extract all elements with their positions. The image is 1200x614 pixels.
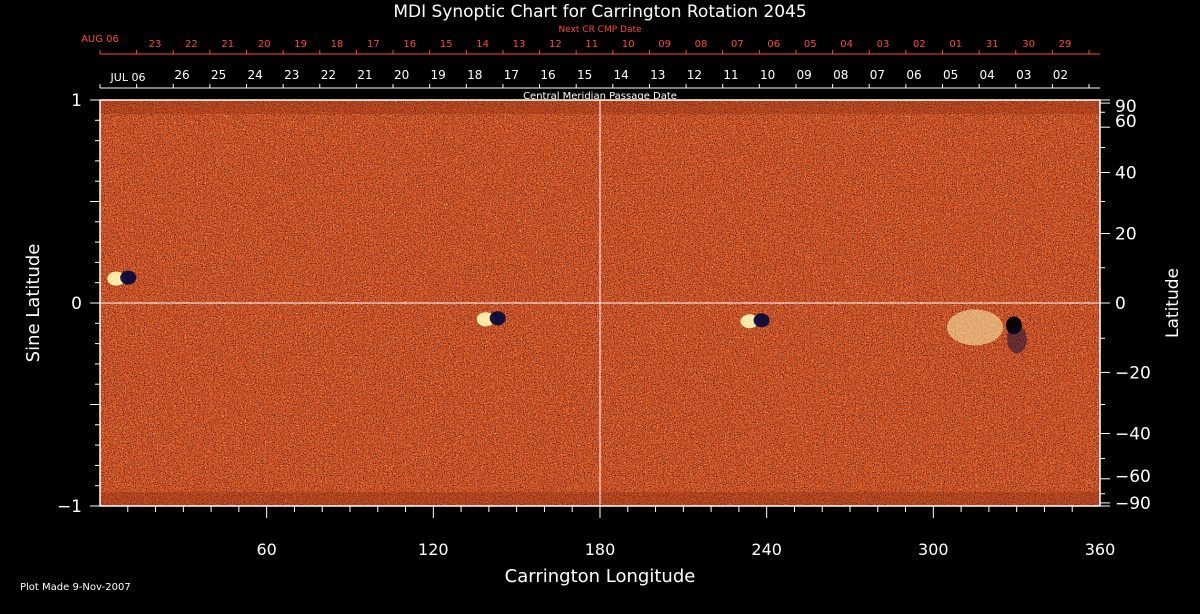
x-tick-label: 240 — [751, 540, 782, 559]
next-cr-date: 15 — [440, 39, 453, 50]
cmp-date: 25 — [211, 68, 226, 82]
next-cr-month: AUG 06 — [81, 34, 119, 45]
positive-polarity-plage — [947, 309, 1003, 346]
active-region — [1005, 316, 1027, 354]
y-left-tick-label: −1 — [57, 497, 82, 517]
negative-polarity-plage — [1006, 325, 1027, 354]
y-right-tick-label: 40 — [1115, 164, 1137, 184]
next-cr-date: 06 — [767, 39, 780, 50]
y-right-tick-label: −60 — [1115, 467, 1151, 487]
cmp-label: Central Meridian Passage Date — [523, 91, 677, 102]
next-cr-date: 19 — [294, 39, 307, 50]
cmp-date: 09 — [797, 68, 812, 82]
cmp-date: 18 — [467, 68, 482, 82]
positive-polarity-spot — [476, 312, 495, 327]
next-cr-date: 01 — [949, 39, 962, 50]
cmp-date: 13 — [650, 68, 665, 82]
next-cr-date: 20 — [258, 39, 271, 50]
next-cr-date: 05 — [804, 39, 817, 50]
next-cr-date: 17 — [367, 39, 380, 50]
cmp-date: 12 — [687, 68, 702, 82]
active-region — [107, 270, 137, 286]
x-tick-label: 180 — [585, 540, 616, 559]
next-cr-label: Next CR CMP Date — [558, 25, 642, 35]
next-cr-date: 13 — [513, 39, 526, 50]
next-cr-date: 03 — [877, 39, 890, 50]
next-cr-date: 10 — [622, 39, 635, 50]
cmp-date: 07 — [870, 68, 885, 82]
x-tick-label: 300 — [918, 540, 949, 559]
y-right-tick-label: 90 — [1115, 97, 1137, 117]
cmp-date: 22 — [321, 68, 336, 82]
y-axis-label-left: Sine Latitude — [23, 244, 44, 363]
cmp-date: 05 — [943, 68, 958, 82]
y-right-tick-label: −20 — [1115, 363, 1151, 383]
next-cr-date: 30 — [1022, 39, 1035, 50]
x-tick-label: 360 — [1085, 540, 1116, 559]
next-cr-date: 16 — [403, 39, 416, 50]
y-right-tick-label: −40 — [1115, 424, 1151, 444]
y-axis-left: 1 0 −1 — [57, 91, 100, 517]
next-cr-date: 08 — [695, 39, 708, 50]
chart-title: MDI Synoptic Chart for Carrington Rotati… — [393, 2, 806, 22]
y-right-tick-label: 0 — [1115, 294, 1126, 314]
next-cr-date: 14 — [476, 39, 489, 50]
cmp-date: 26 — [174, 68, 189, 82]
next-cr-date: 02 — [913, 39, 926, 50]
next-cr-date: 04 — [840, 39, 853, 50]
cmp-date-axis: 26 25 24 23 22 21 20 19 18 17 16 15 14 13 12 11 10 09 08 07… — [99, 68, 1100, 89]
negative-polarity-spot — [120, 270, 137, 285]
y-left-tick-label: 1 — [71, 91, 82, 111]
cmp-date: 14 — [614, 68, 629, 82]
cmp-date: 21 — [357, 68, 372, 82]
next-cr-date: 07 — [731, 39, 744, 50]
cmp-date: 04 — [980, 68, 995, 82]
x-axis-label: Carrington Longitude — [505, 566, 696, 587]
cmp-date: 03 — [1016, 68, 1031, 82]
positive-polarity-spot — [740, 314, 759, 329]
next-cr-date: 09 — [658, 39, 671, 50]
y-axis-label-right: Latitude — [1163, 268, 1183, 338]
cmp-date: 08 — [833, 68, 848, 82]
next-cr-date: 29 — [1059, 39, 1072, 50]
next-cr-date-axis: 23 22 21 20 19 18 17 16 15 14 13 12 11 10 09 08 07 06 05 04… — [99, 39, 1100, 55]
negative-polarity-spot — [489, 311, 506, 326]
x-tick-label: 120 — [418, 540, 449, 559]
plot-made-note: Plot Made 9-Nov-2007 — [20, 582, 131, 593]
cmp-date: 24 — [248, 68, 263, 82]
cmp-date: 23 — [284, 68, 299, 82]
next-cr-date: 23 — [149, 39, 162, 50]
next-cr-date: 22 — [185, 39, 198, 50]
next-cr-date: 12 — [549, 39, 562, 50]
next-cr-date: 21 — [221, 39, 234, 50]
cmp-date: 11 — [723, 68, 738, 82]
cmp-date: 20 — [394, 68, 409, 82]
cmp-date: 02 — [1053, 68, 1068, 82]
active-region — [947, 309, 1003, 346]
active-region — [740, 313, 770, 329]
cmp-date: 06 — [906, 68, 921, 82]
cmp-date: 16 — [540, 68, 555, 82]
cmp-date: 19 — [431, 68, 446, 82]
cmp-date: 17 — [504, 68, 519, 82]
y-left-tick-label: 0 — [71, 294, 82, 314]
cmp-date: 15 — [577, 68, 592, 82]
negative-polarity-spot — [753, 313, 770, 328]
y-right-tick-label: 60 — [1115, 112, 1137, 132]
next-cr-date: 11 — [585, 39, 598, 50]
x-axis: 60 120 180 240 300 360 — [127, 506, 1116, 559]
y-right-tick-label: 20 — [1115, 225, 1137, 245]
next-cr-date: 18 — [331, 39, 344, 50]
y-right-tick-label: −90 — [1115, 494, 1151, 514]
cmp-date: 10 — [760, 68, 775, 82]
active-region — [476, 311, 506, 327]
positive-polarity-spot — [107, 271, 126, 286]
x-tick-label: 60 — [256, 540, 276, 559]
cmp-month: JUL 06 — [110, 71, 146, 84]
next-cr-date: 31 — [986, 39, 999, 50]
